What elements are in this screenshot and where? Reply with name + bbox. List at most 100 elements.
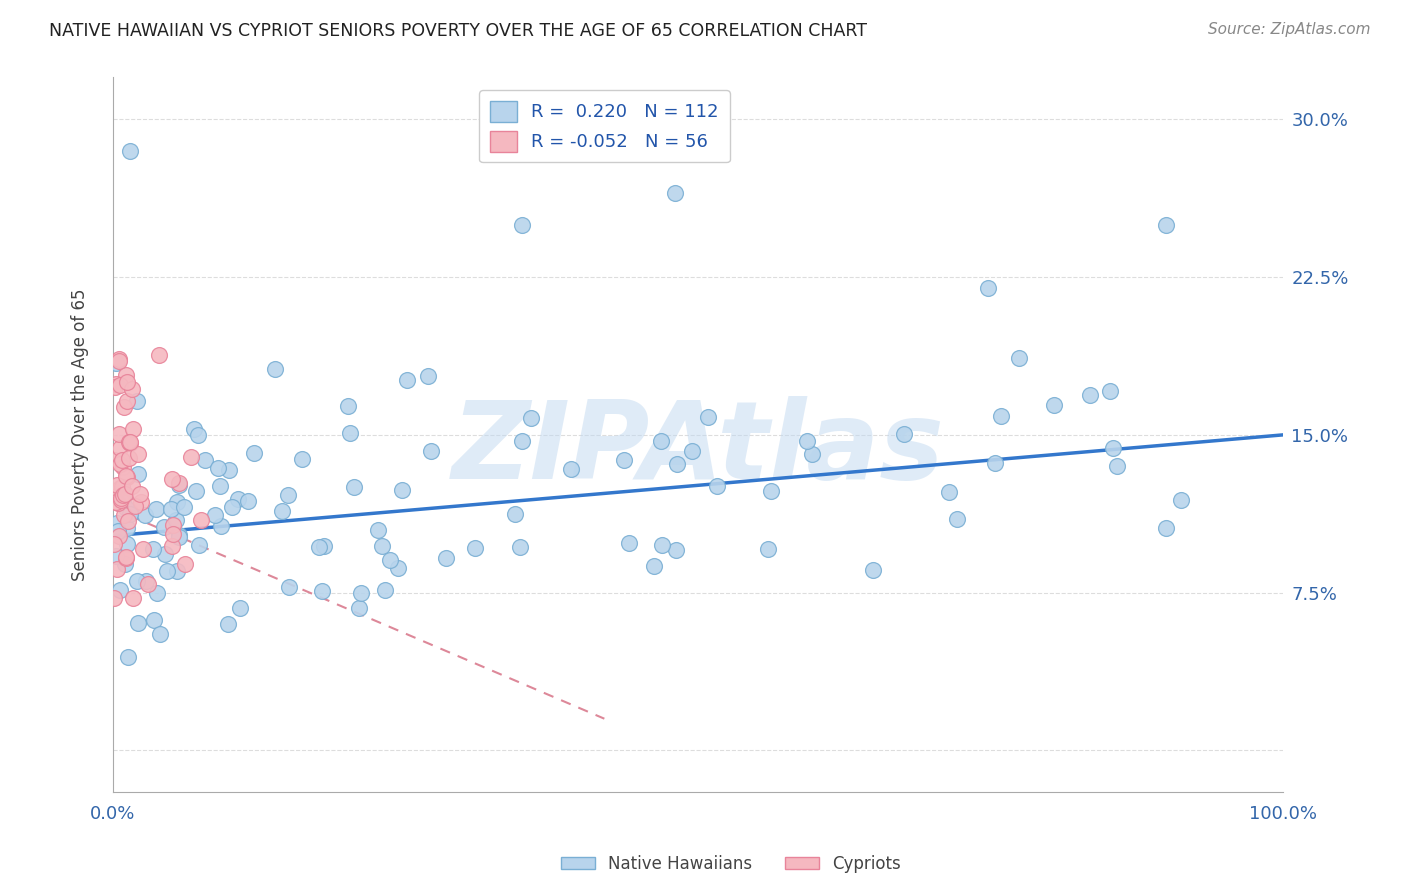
Point bbox=[209, 518, 232, 533]
Point bbox=[180, 450, 202, 465]
Point bbox=[103, 490, 125, 504]
Point bbox=[1107, 458, 1129, 473]
Point bbox=[110, 458, 132, 472]
Point bbox=[114, 468, 136, 483]
Point bbox=[112, 508, 135, 522]
Point bbox=[167, 475, 190, 490]
Point bbox=[1043, 398, 1066, 412]
Point bbox=[118, 436, 141, 450]
Point bbox=[104, 380, 127, 394]
Point bbox=[665, 542, 688, 557]
Point bbox=[706, 479, 728, 493]
Point bbox=[162, 518, 184, 533]
Point bbox=[387, 561, 409, 575]
Point bbox=[114, 487, 136, 501]
Point bbox=[103, 453, 125, 467]
Point bbox=[121, 422, 143, 436]
Point bbox=[277, 580, 299, 594]
Point bbox=[188, 537, 211, 551]
Point bbox=[122, 591, 145, 606]
Point bbox=[108, 442, 131, 456]
Point bbox=[613, 453, 636, 467]
Point bbox=[336, 399, 359, 413]
Point bbox=[107, 354, 129, 368]
Point bbox=[127, 615, 149, 630]
Point bbox=[115, 394, 138, 409]
Point bbox=[374, 583, 396, 598]
Point bbox=[105, 376, 128, 391]
Point bbox=[110, 492, 132, 507]
Point bbox=[560, 462, 582, 476]
Point bbox=[347, 601, 370, 615]
Point bbox=[314, 539, 336, 553]
Point bbox=[166, 495, 188, 509]
Point bbox=[650, 434, 672, 448]
Point bbox=[1154, 521, 1177, 535]
Point bbox=[619, 535, 641, 549]
Point bbox=[371, 539, 394, 553]
Point bbox=[142, 542, 165, 557]
Point bbox=[114, 368, 136, 383]
Point bbox=[226, 492, 249, 507]
Point bbox=[110, 491, 132, 506]
Point bbox=[183, 421, 205, 435]
Point bbox=[114, 487, 136, 501]
Point bbox=[758, 541, 780, 556]
Point bbox=[1080, 388, 1102, 402]
Point bbox=[108, 482, 131, 496]
Point bbox=[651, 538, 673, 552]
Point bbox=[115, 376, 138, 390]
Point bbox=[243, 446, 266, 460]
Point bbox=[893, 426, 915, 441]
Point bbox=[165, 513, 187, 527]
Point bbox=[107, 495, 129, 509]
Point bbox=[111, 480, 134, 494]
Point bbox=[187, 427, 209, 442]
Point bbox=[103, 536, 125, 550]
Point bbox=[1170, 493, 1192, 508]
Point bbox=[162, 472, 184, 486]
Point bbox=[1099, 384, 1122, 399]
Point bbox=[160, 539, 183, 553]
Point bbox=[339, 426, 361, 441]
Point bbox=[169, 528, 191, 542]
Point bbox=[681, 443, 703, 458]
Point bbox=[120, 144, 142, 158]
Point bbox=[107, 524, 129, 539]
Point bbox=[1154, 218, 1177, 232]
Point bbox=[120, 507, 142, 521]
Point bbox=[796, 434, 818, 448]
Point bbox=[166, 565, 188, 579]
Point bbox=[167, 530, 190, 544]
Point bbox=[665, 457, 688, 471]
Point bbox=[108, 426, 131, 441]
Point bbox=[112, 488, 135, 502]
Point bbox=[664, 186, 686, 200]
Point bbox=[146, 585, 169, 599]
Point bbox=[117, 650, 139, 665]
Point bbox=[434, 550, 457, 565]
Point bbox=[218, 462, 240, 476]
Legend: R =  0.220   N = 112, R = -0.052   N = 56: R = 0.220 N = 112, R = -0.052 N = 56 bbox=[479, 90, 730, 162]
Point bbox=[132, 541, 155, 556]
Point bbox=[391, 483, 413, 498]
Point bbox=[217, 617, 239, 632]
Point bbox=[194, 453, 217, 467]
Point bbox=[115, 551, 138, 566]
Point bbox=[367, 523, 389, 537]
Point bbox=[509, 541, 531, 555]
Point bbox=[125, 574, 148, 589]
Point bbox=[761, 484, 783, 499]
Point bbox=[174, 557, 197, 571]
Point bbox=[111, 459, 134, 474]
Point bbox=[121, 382, 143, 396]
Point bbox=[111, 453, 134, 467]
Point bbox=[697, 409, 720, 424]
Point bbox=[976, 281, 998, 295]
Point bbox=[162, 526, 184, 541]
Point bbox=[108, 378, 131, 392]
Point bbox=[264, 362, 287, 376]
Point bbox=[420, 443, 443, 458]
Text: Source: ZipAtlas.com: Source: ZipAtlas.com bbox=[1208, 22, 1371, 37]
Point bbox=[945, 512, 967, 526]
